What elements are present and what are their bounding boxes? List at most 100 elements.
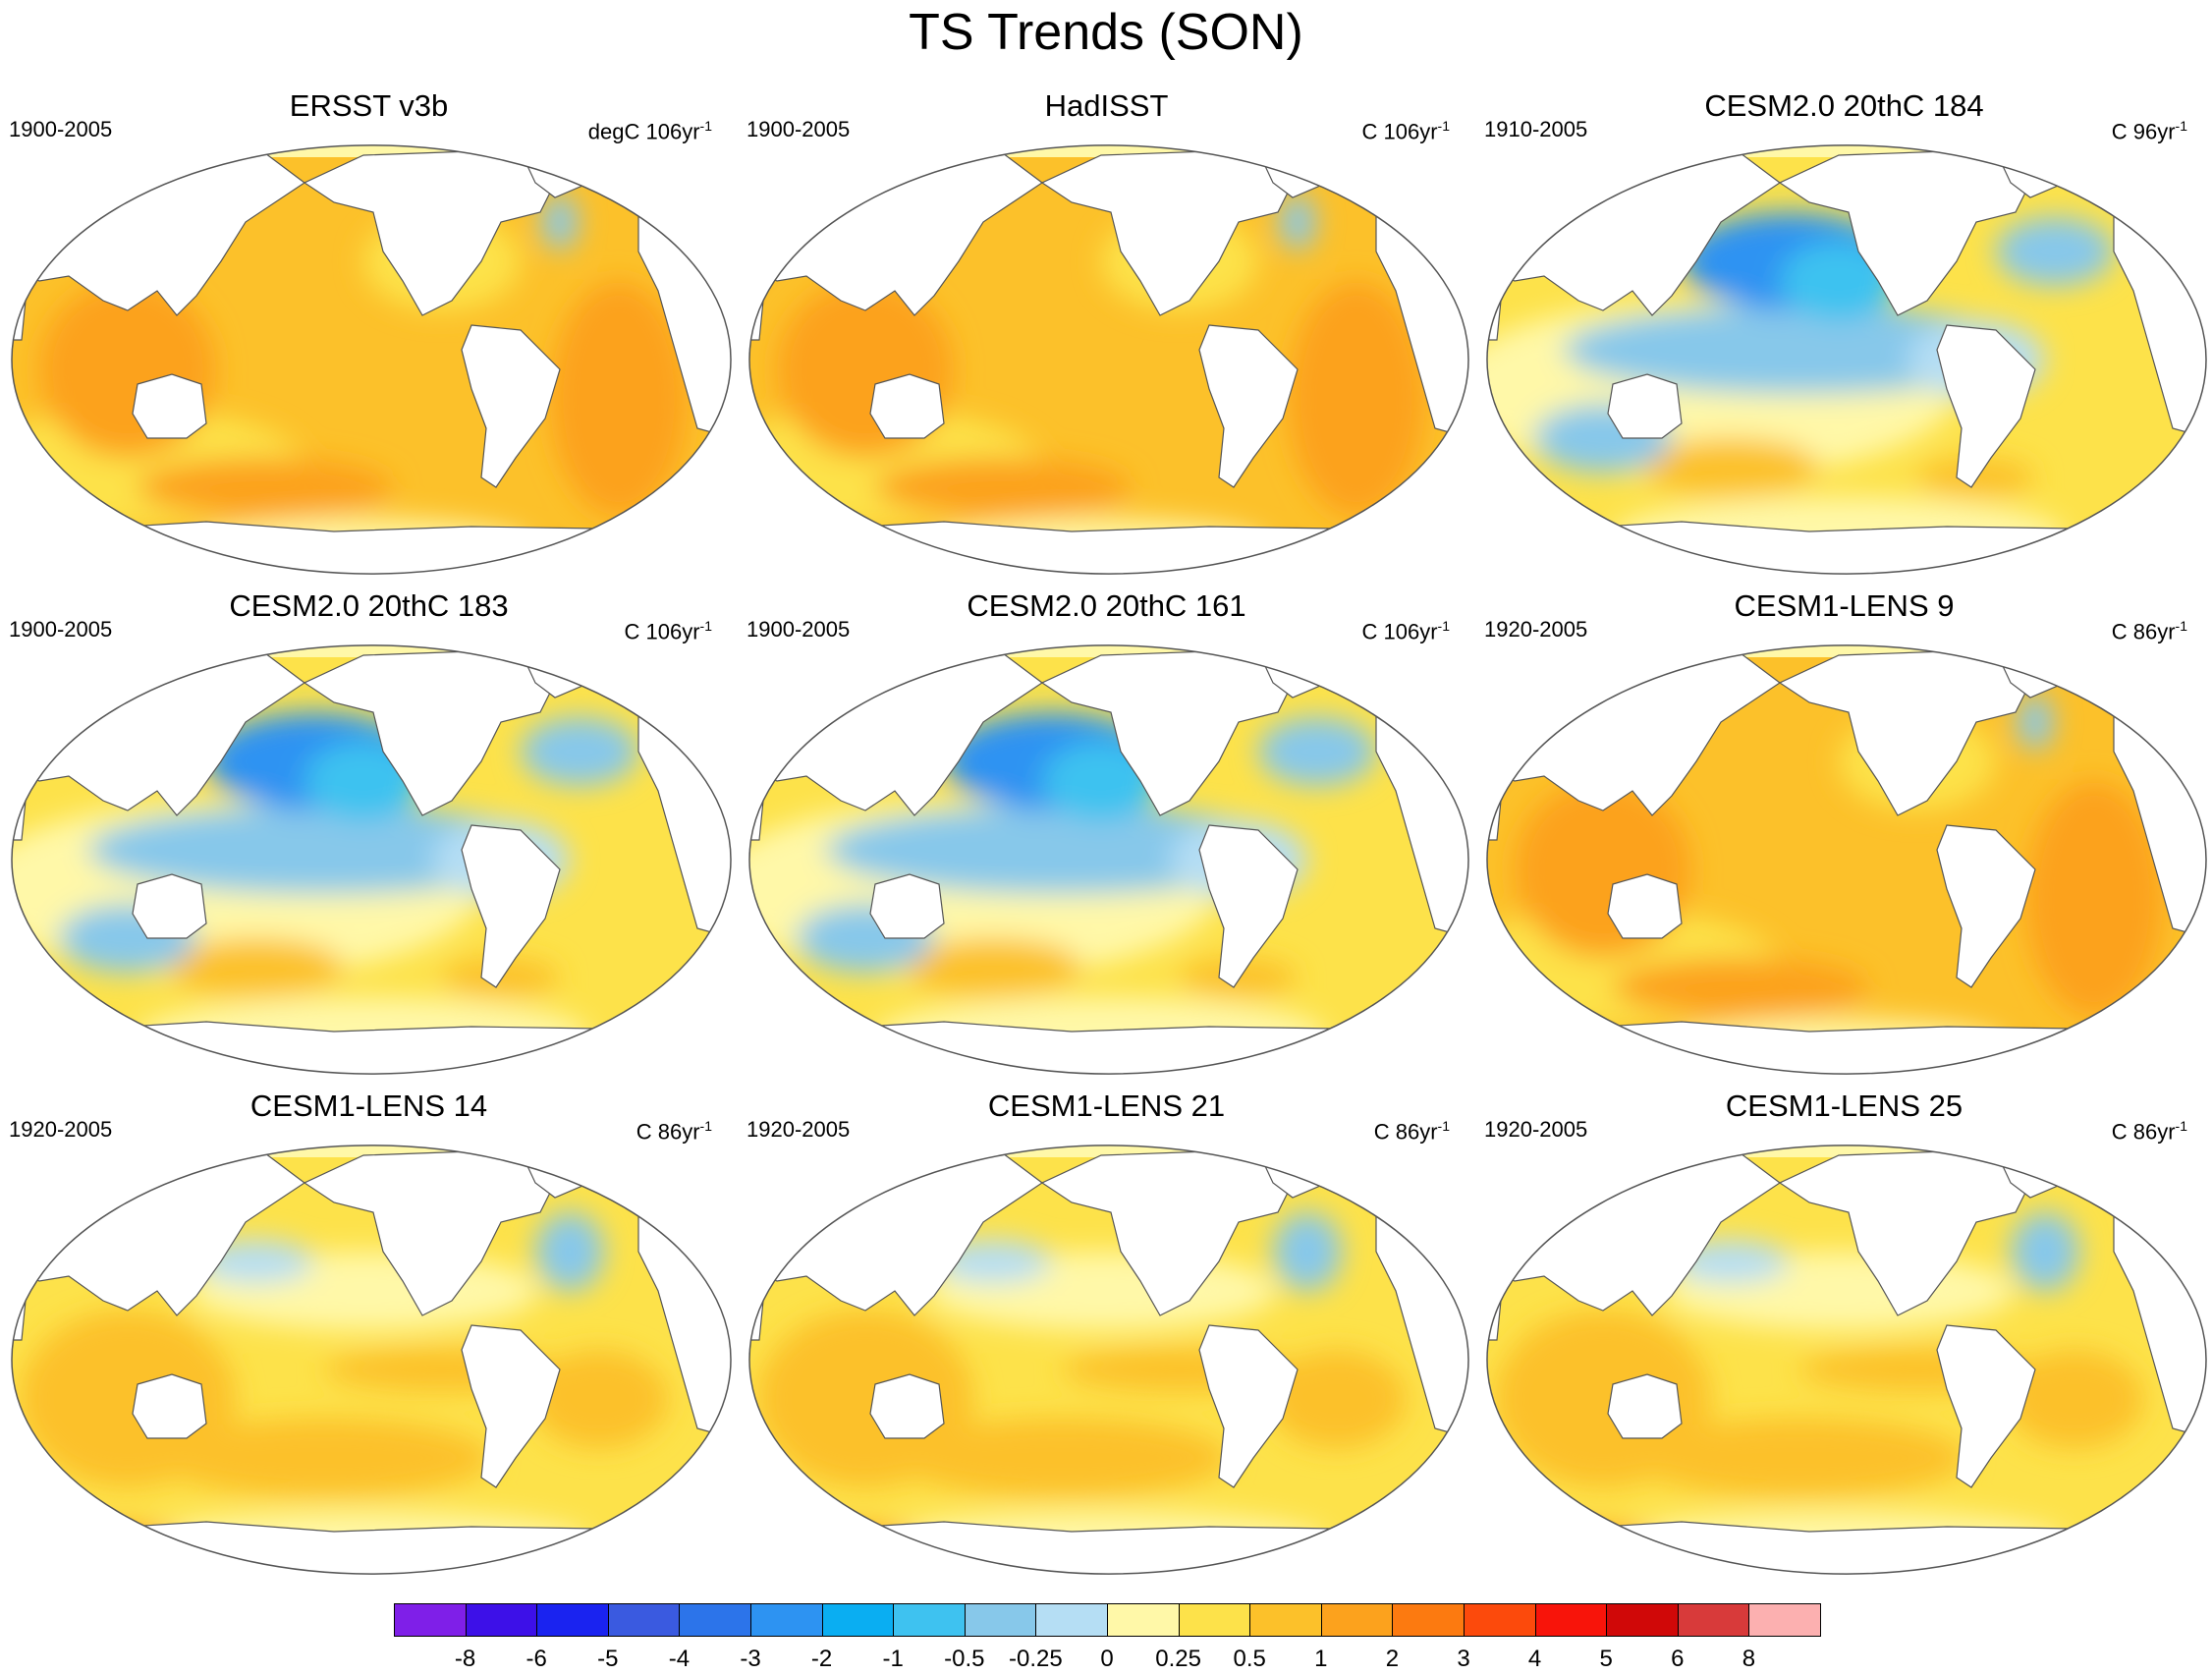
- trend-region: [1273, 1212, 1342, 1291]
- land-south-america: [1936, 1324, 2036, 1488]
- colorbar-tick-label: 0.5: [1233, 1646, 1266, 1672]
- land-antarctica: [1523, 521, 2174, 575]
- land-antarctica: [786, 521, 1436, 575]
- map-panel: CESM1-LENS 9 1920-2005 C 86yr-1: [1475, 587, 2212, 1088]
- panel-units-text: C 106yr: [1361, 119, 1438, 144]
- map-boundary: [748, 644, 1469, 1075]
- trend-region: [157, 1419, 491, 1497]
- colorbar-tick-label: 6: [1671, 1646, 1685, 1672]
- land-south-america: [461, 1324, 561, 1488]
- trend-region: [905, 938, 1081, 997]
- colorbar-swatch: [1178, 1603, 1251, 1637]
- colorbar-swatch: [964, 1603, 1037, 1637]
- colorbar-swatch: [465, 1603, 538, 1637]
- colorbar-tick-label: 8: [1742, 1646, 1756, 1672]
- colorbar-swatch: [750, 1603, 823, 1637]
- map-panel: CESM2.0 20thC 161 1900-2005 C 106yr-1: [738, 587, 1475, 1088]
- colorbar-swatch: [394, 1603, 467, 1637]
- panel-title: HadISST: [1044, 88, 1169, 123]
- colorbar-swatch: [1392, 1603, 1465, 1637]
- panel-units: C 106yr-1: [1362, 113, 1451, 144]
- map-svg: [11, 1145, 732, 1575]
- colorbar-tick-label: -4: [668, 1646, 691, 1672]
- colorbar-swatch: [536, 1603, 609, 1637]
- colorbar-tick-label: 0: [1100, 1646, 1114, 1672]
- land-australia: [1607, 373, 1683, 439]
- panel-units-exponent: -1: [699, 118, 712, 134]
- colorbar-swatch: [1320, 1603, 1394, 1637]
- panel-period: 1920-2005: [1484, 617, 1588, 642]
- robinson-map: [10, 1144, 733, 1576]
- land-australia: [869, 873, 945, 939]
- colorbar-tick-label: -0.25: [1009, 1646, 1063, 1672]
- trend-region: [1632, 1419, 1966, 1497]
- map-boundary: [748, 1145, 1469, 1575]
- colorbar-tick-label: -8: [454, 1646, 476, 1672]
- trend-region: [2025, 781, 2163, 1017]
- panel-units-text: C 96yr: [2111, 119, 2176, 144]
- panel-period: 1900-2005: [9, 617, 113, 642]
- colorbar-tick-label: -1: [882, 1646, 904, 1672]
- map-boundary: [1486, 1145, 2207, 1575]
- land-australia: [132, 873, 207, 939]
- colorbar-swatch: [607, 1603, 681, 1637]
- panel-units-exponent: -1: [699, 1118, 712, 1134]
- colorbar-swatch: [1249, 1603, 1322, 1637]
- land-antarctica: [1523, 1021, 2174, 1075]
- panel-units-text: C 106yr: [624, 619, 700, 644]
- colorbar-swatch: [1677, 1603, 1750, 1637]
- panel-period: 1920-2005: [9, 1117, 113, 1142]
- land-antarctica: [786, 1521, 1436, 1575]
- trend-region: [1268, 1350, 1406, 1448]
- colorbar-tick-label: 1: [1314, 1646, 1328, 1672]
- trend-region: [2006, 1350, 2143, 1448]
- panel-title: CESM2.0 20thC 161: [967, 588, 1246, 623]
- map-panel: CESM1-LENS 25 1920-2005 C 86yr-1: [1475, 1087, 2212, 1588]
- panel-units: C 86yr-1: [1374, 1113, 1450, 1145]
- panel-title: CESM2.0 20thC 183: [229, 588, 509, 623]
- colorbar-tick-label: 3: [1457, 1646, 1470, 1672]
- land-south-america: [1936, 824, 2036, 988]
- panel-period: 1900-2005: [9, 117, 113, 141]
- map-svg: [748, 1145, 1469, 1575]
- land-south-america: [1198, 824, 1299, 988]
- map-panel: CESM1-LENS 21 1920-2005 C 86yr-1: [738, 1087, 1475, 1588]
- panel-period: 1910-2005: [1484, 117, 1588, 141]
- trend-region: [2018, 695, 2053, 750]
- trend-region: [542, 195, 578, 250]
- colorbar: [394, 1603, 1821, 1639]
- trend-region: [1996, 217, 2114, 286]
- robinson-map: [747, 643, 1470, 1076]
- panel-units-exponent: -1: [1437, 618, 1450, 634]
- colorbar-tick-label: -0.5: [944, 1646, 985, 1672]
- trend-region: [1280, 195, 1315, 250]
- land-antarctica: [1523, 1521, 2174, 1575]
- panel-units-text: C 106yr: [1361, 619, 1438, 644]
- panel-units-text: degC 106yr: [587, 119, 700, 144]
- robinson-map: [747, 1144, 1470, 1576]
- panel-units-exponent: -1: [1437, 118, 1450, 134]
- trend-region: [138, 458, 393, 517]
- panel-title: CESM1-LENS 21: [987, 1089, 1226, 1123]
- panel-units-exponent: -1: [699, 618, 712, 634]
- map-svg: [1486, 144, 2207, 575]
- map-boundary: [11, 644, 732, 1075]
- panel-title: CESM1-LENS 9: [1734, 588, 1955, 623]
- panel-title: CESM1-LENS 14: [249, 1089, 488, 1123]
- trend-region: [1613, 958, 1868, 1017]
- land-antarctica: [48, 1021, 698, 1075]
- colorbar-tick-label: -6: [525, 1646, 547, 1672]
- map-panel: ERSST v3b 1900-2005 degC 106yr-1: [0, 86, 738, 587]
- map-boundary: [748, 144, 1469, 575]
- robinson-map: [1485, 143, 2208, 576]
- panel-units: C 86yr-1: [2112, 1113, 2187, 1145]
- map-panel: HadISST 1900-2005 C 106yr-1: [738, 86, 1475, 587]
- panel-title: CESM2.0 20thC 184: [1704, 88, 1984, 123]
- panel-units-text: C 86yr: [636, 1119, 700, 1145]
- map-panel: CESM2.0 20thC 184 1910-2005 C 96yr-1: [1475, 86, 2212, 587]
- land-south-america: [1198, 324, 1299, 488]
- map-boundary: [1486, 144, 2207, 575]
- colorbar-swatch: [1534, 1603, 1608, 1637]
- trend-region: [550, 281, 688, 517]
- land-australia: [869, 1373, 945, 1439]
